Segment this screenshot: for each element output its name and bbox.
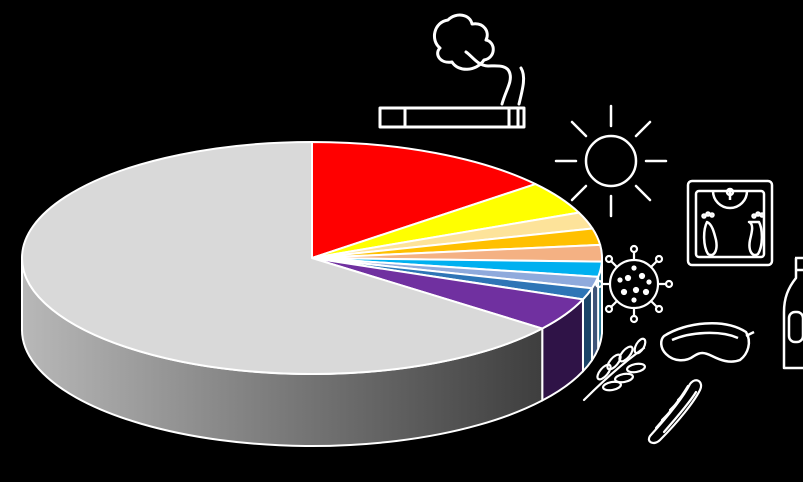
pie-side-7	[581, 287, 593, 373]
cigarette-icon	[378, 13, 526, 129]
goggles-icon	[660, 322, 755, 363]
pie-tops	[21, 141, 603, 375]
virus-icon	[594, 244, 674, 324]
wheat-icon	[582, 337, 647, 402]
pie-slice-0	[311, 141, 537, 259]
sun-icon	[554, 104, 668, 218]
hot-dog-icon	[647, 379, 703, 445]
beer-bottle-icon	[782, 256, 803, 370]
pie-slice-9	[21, 141, 544, 375]
weighing-scale-icon	[686, 179, 774, 267]
